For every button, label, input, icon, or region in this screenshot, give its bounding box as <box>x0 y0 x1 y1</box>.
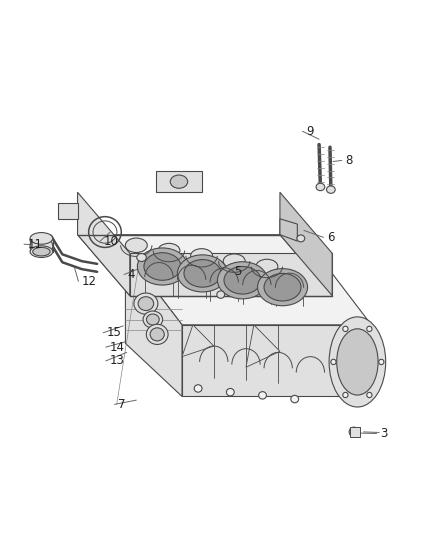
Ellipse shape <box>258 269 307 306</box>
Polygon shape <box>182 325 371 397</box>
Ellipse shape <box>343 392 348 398</box>
Ellipse shape <box>349 427 359 437</box>
Ellipse shape <box>258 392 266 399</box>
Ellipse shape <box>138 297 154 311</box>
Text: 15: 15 <box>107 326 122 340</box>
Ellipse shape <box>177 255 227 292</box>
Ellipse shape <box>146 324 168 344</box>
Polygon shape <box>125 251 371 325</box>
Polygon shape <box>78 192 130 296</box>
Polygon shape <box>78 235 332 296</box>
Ellipse shape <box>367 326 372 332</box>
Text: 5: 5 <box>234 265 242 278</box>
Ellipse shape <box>218 262 268 299</box>
Ellipse shape <box>170 175 187 188</box>
Ellipse shape <box>326 186 335 193</box>
Text: 4: 4 <box>127 268 135 281</box>
Ellipse shape <box>191 249 212 263</box>
Polygon shape <box>182 325 214 357</box>
Ellipse shape <box>316 183 325 191</box>
Ellipse shape <box>367 392 372 398</box>
Polygon shape <box>130 253 332 296</box>
Ellipse shape <box>138 248 187 285</box>
Text: 7: 7 <box>118 398 126 411</box>
Ellipse shape <box>217 291 225 298</box>
Ellipse shape <box>30 236 53 256</box>
Ellipse shape <box>343 326 348 332</box>
Ellipse shape <box>194 385 202 392</box>
Ellipse shape <box>337 329 378 395</box>
Ellipse shape <box>297 235 305 242</box>
Ellipse shape <box>184 260 221 287</box>
Text: 3: 3 <box>380 427 387 440</box>
Polygon shape <box>125 251 182 397</box>
Ellipse shape <box>146 314 159 325</box>
Ellipse shape <box>158 244 180 258</box>
Ellipse shape <box>223 254 245 269</box>
Text: 11: 11 <box>28 238 42 251</box>
Text: 13: 13 <box>110 354 124 367</box>
Ellipse shape <box>379 359 384 365</box>
Polygon shape <box>156 171 201 192</box>
Text: 9: 9 <box>306 125 314 138</box>
Ellipse shape <box>264 273 301 301</box>
Ellipse shape <box>144 253 181 280</box>
Ellipse shape <box>125 238 147 253</box>
Polygon shape <box>280 192 332 296</box>
Ellipse shape <box>329 317 386 407</box>
Text: 10: 10 <box>104 235 119 247</box>
Text: 6: 6 <box>327 231 335 244</box>
Ellipse shape <box>256 259 278 274</box>
Polygon shape <box>58 203 78 219</box>
Ellipse shape <box>30 232 53 244</box>
Ellipse shape <box>134 293 158 314</box>
Ellipse shape <box>33 247 50 256</box>
Ellipse shape <box>331 359 336 365</box>
Ellipse shape <box>150 328 164 341</box>
Ellipse shape <box>226 389 234 396</box>
Text: 14: 14 <box>110 341 124 353</box>
Text: 12: 12 <box>82 275 97 288</box>
Ellipse shape <box>137 254 146 262</box>
Polygon shape <box>280 219 297 241</box>
Ellipse shape <box>30 246 53 257</box>
Polygon shape <box>246 325 280 367</box>
FancyBboxPatch shape <box>350 427 360 437</box>
Text: 8: 8 <box>345 154 353 167</box>
Ellipse shape <box>143 311 162 328</box>
Ellipse shape <box>224 266 261 294</box>
Ellipse shape <box>291 395 299 403</box>
